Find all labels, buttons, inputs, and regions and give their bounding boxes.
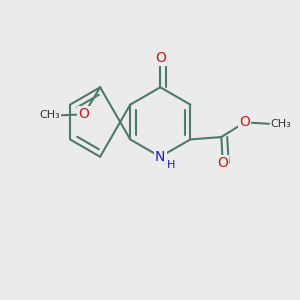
Text: O: O bbox=[239, 115, 250, 129]
Text: N: N bbox=[155, 150, 166, 164]
Text: O: O bbox=[79, 107, 89, 122]
Text: CH₃: CH₃ bbox=[271, 119, 291, 129]
Text: O: O bbox=[217, 156, 228, 170]
Text: H: H bbox=[167, 160, 176, 170]
Text: CH₃: CH₃ bbox=[40, 110, 60, 120]
Text: O: O bbox=[155, 51, 166, 65]
